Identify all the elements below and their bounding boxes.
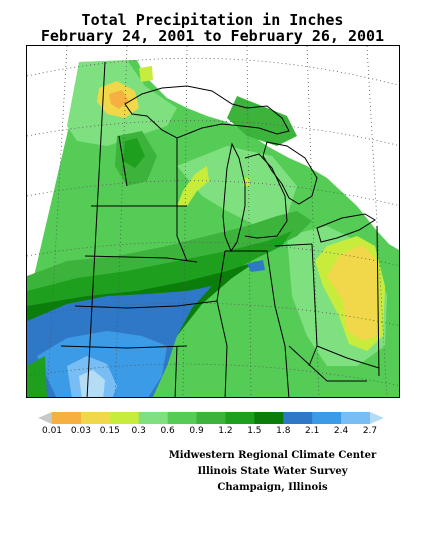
legend-swatch <box>139 412 168 424</box>
credit-line-3: Champaign, Illinois <box>0 482 425 493</box>
legend-tick-label: 2.1 <box>305 426 319 436</box>
legend-swatch <box>254 412 283 424</box>
precipitation-map-svg <box>27 46 400 398</box>
legend-tick-label: 0.6 <box>160 426 174 436</box>
region-0p15-0p3-north <box>139 66 153 82</box>
legend-swatch <box>52 412 81 424</box>
legend-tick-label: 0.15 <box>100 426 120 436</box>
legend-tick-label: 0.01 <box>42 426 62 436</box>
legend-swatch <box>312 412 341 424</box>
credit-line-1: Midwestern Regional Climate Center <box>0 450 425 461</box>
legend-swatch-above <box>370 412 384 424</box>
color-scale-legend <box>38 412 384 424</box>
legend-swatch-below <box>38 412 52 424</box>
legend-tick-label: 0.9 <box>189 426 203 436</box>
legend-tick-label: 1.8 <box>276 426 290 436</box>
legend-tick-label: 1.5 <box>247 426 261 436</box>
legend-swatch <box>341 412 370 424</box>
legend-swatch <box>110 412 139 424</box>
legend-tick-label: 1.2 <box>218 426 232 436</box>
legend-tick-label: 2.7 <box>363 426 377 436</box>
precipitation-map <box>26 45 400 398</box>
legend-swatch <box>197 412 226 424</box>
legend-tick-label: 0.3 <box>132 426 146 436</box>
credit-line-2: Illinois State Water Survey <box>0 466 425 477</box>
legend-tick-label: 0.03 <box>71 426 91 436</box>
legend-swatch <box>283 412 312 424</box>
legend-tick-label: 2.4 <box>334 426 348 436</box>
legend-swatch <box>225 412 254 424</box>
legend-swatch <box>81 412 110 424</box>
map-title: Total Precipitation in Inches <box>0 12 425 28</box>
legend-swatch <box>168 412 197 424</box>
map-date-range: February 24, 2001 to February 26, 2001 <box>0 28 425 44</box>
